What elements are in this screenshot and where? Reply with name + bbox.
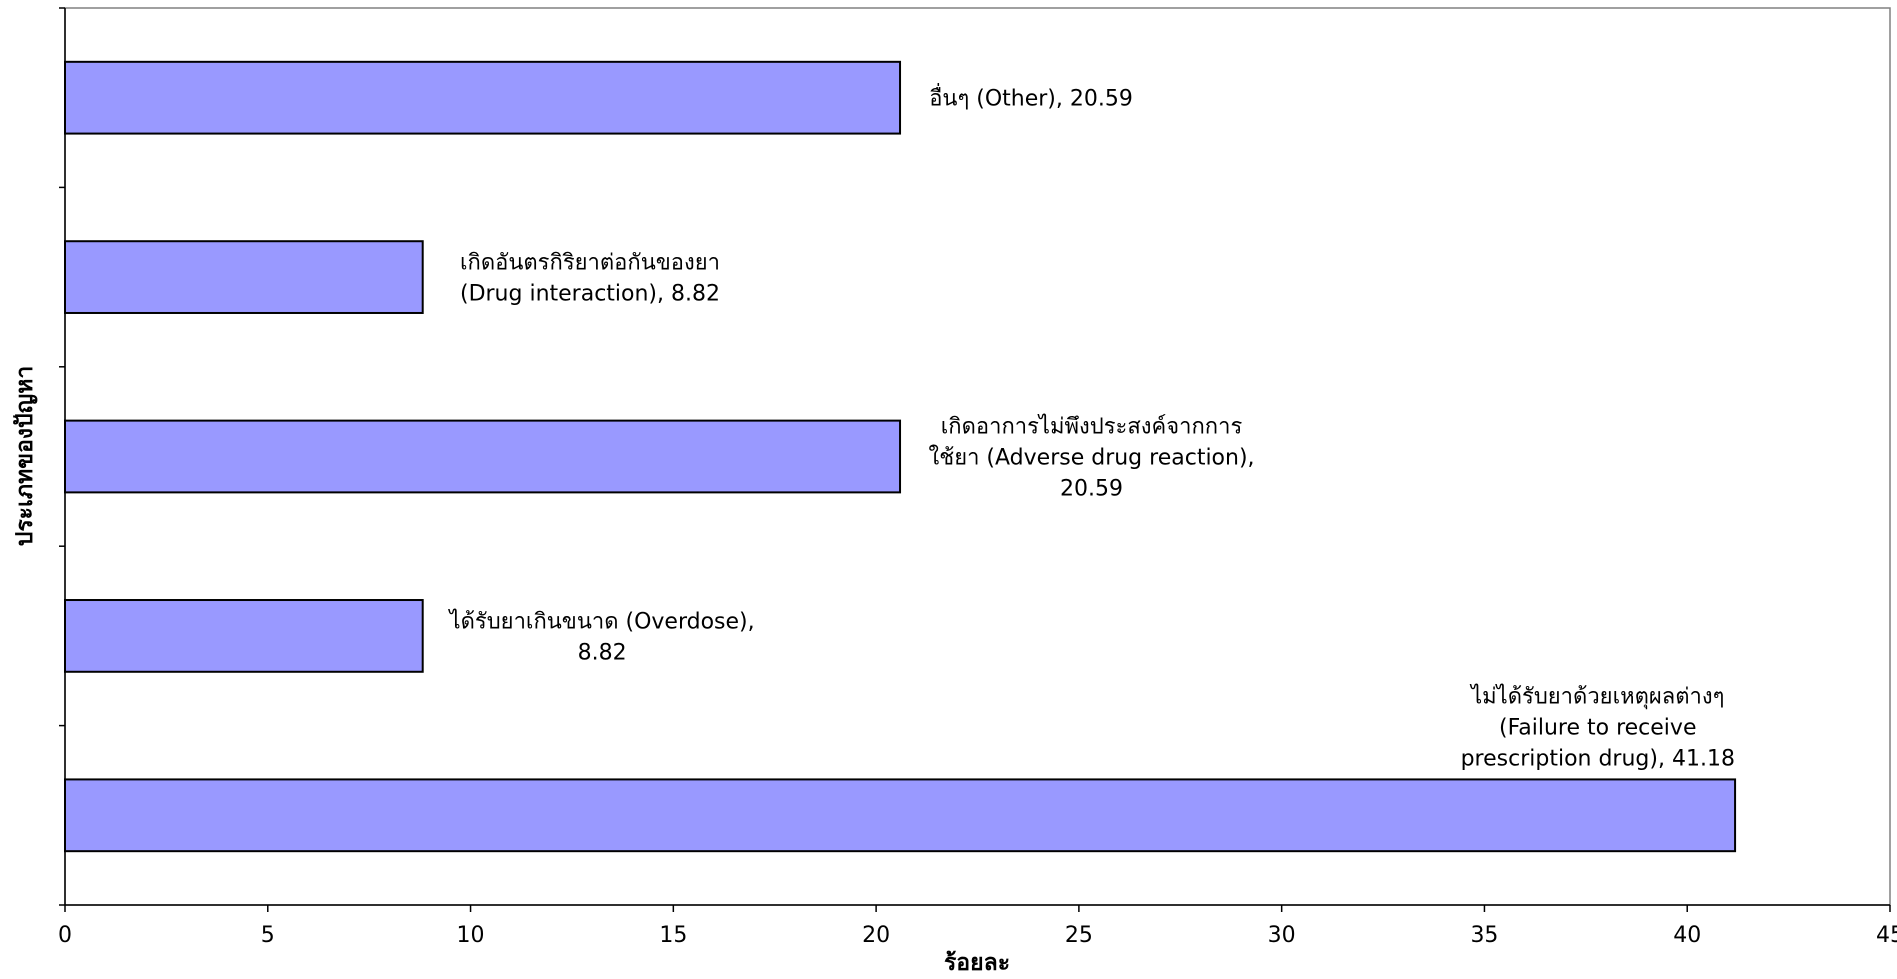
x-tick-label: 15: [659, 923, 687, 948]
data-label-line: อื่นๆ (Other), 20.59: [929, 83, 1133, 112]
data-label: อื่นๆ (Other), 20.59: [929, 83, 1133, 112]
x-axis-title: ร้อยละ: [944, 950, 1010, 976]
bar: [64, 419, 902, 494]
x-tick-label: 20: [862, 923, 890, 948]
data-label-line: เกิดอาการไม่พึงประสงค์จากการ: [941, 414, 1243, 440]
data-labels-layer: อื่นๆ (Other), 20.59 เกิดอันตรกิริยาต่อกั…: [448, 83, 1735, 772]
data-label-line: 8.82: [578, 640, 627, 665]
data-label: เกิดอันตรกิริยาต่อกันของยา (Drug interact…: [460, 251, 720, 307]
x-tick-label: 40: [1673, 923, 1701, 948]
data-label: เกิดอาการไม่พึงประสงค์จากการใช้ยา (Adver…: [929, 414, 1255, 502]
data-label-line: ได้รับยาเกินขนาด (Overdose),: [448, 608, 755, 634]
x-tick-label: 45: [1876, 923, 1897, 948]
x-tick-label: 35: [1470, 923, 1498, 948]
x-tick-label: 0: [58, 923, 72, 948]
bar: [64, 60, 902, 135]
bar: [64, 240, 424, 314]
data-label-line: (Failure to receive: [1499, 715, 1696, 740]
bar: [64, 778, 1737, 853]
x-axis-ticks: 0 5 10 15 20 25 30 35 40 45: [58, 7, 1897, 948]
data-label: ไม่ได้รับยาด้วยเหตุผลต่างๆ (Failure to re…: [1461, 683, 1735, 771]
data-label-line: ไม่ได้รับยาด้วยเหตุผลต่างๆ: [1469, 683, 1724, 709]
data-label-line: เกิดอันตรกิริยาต่อกันของยา: [460, 251, 720, 276]
data-label-line: (Drug interaction), 8.82: [460, 282, 720, 307]
data-label: ได้รับยาเกินขนาด (Overdose), 8.82: [448, 608, 755, 665]
x-tick-label: 10: [457, 923, 485, 948]
data-label-line: 20.59: [1060, 477, 1123, 502]
data-label-line: ใช้ยา (Adverse drug reaction),: [929, 445, 1255, 471]
x-tick-label: 30: [1268, 923, 1296, 948]
x-tick-label: 25: [1065, 923, 1093, 948]
data-label-line: prescription drug), 41.18: [1461, 746, 1735, 771]
y-axis-title: ประเภทของปัญหา: [12, 366, 38, 547]
x-tick-label: 5: [261, 923, 275, 948]
bar: [64, 599, 424, 673]
bars-layer: [64, 60, 1737, 853]
